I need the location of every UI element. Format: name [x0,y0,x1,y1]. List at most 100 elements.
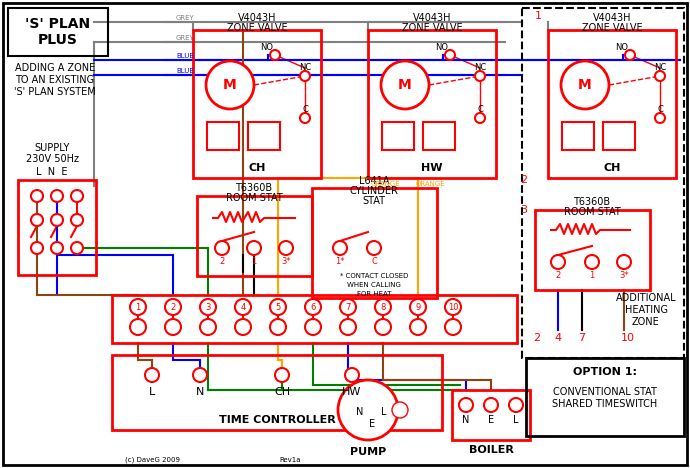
Bar [207,122,239,150]
Text: 8: 8 [380,302,386,312]
Circle shape [625,50,635,60]
Text: HW: HW [342,387,362,397]
Text: BOILER: BOILER [469,445,513,455]
Circle shape [200,299,216,315]
Text: ORANGE: ORANGE [415,181,445,187]
Text: 2: 2 [555,271,560,280]
Circle shape [275,368,289,382]
Circle shape [617,255,631,269]
Text: L: L [513,415,519,425]
Circle shape [235,299,251,315]
Bar [603,122,635,150]
Text: 6: 6 [310,302,316,312]
Circle shape [484,398,498,412]
Text: L: L [149,387,155,397]
Circle shape [561,61,609,109]
Text: SUPPLY: SUPPLY [34,143,70,153]
Circle shape [200,319,216,335]
Text: T6360B: T6360B [235,183,273,193]
Circle shape [381,61,429,109]
Text: CH: CH [274,387,290,397]
Circle shape [31,190,43,202]
Circle shape [247,241,261,255]
Circle shape [193,368,207,382]
Circle shape [509,398,523,412]
Text: T6360B: T6360B [573,197,611,207]
Text: BLUE: BLUE [176,68,194,74]
Circle shape [333,241,347,255]
Bar [18,180,96,275]
Text: CH: CH [603,163,621,173]
Text: L: L [382,407,387,417]
Text: NC: NC [654,64,666,73]
Text: 'S' PLAN SYSTEM: 'S' PLAN SYSTEM [14,87,96,97]
Text: N: N [196,387,204,397]
Text: OPTION 1:: OPTION 1: [573,367,637,377]
Text: 3*: 3* [282,257,290,266]
Bar [368,30,496,178]
Text: NC: NC [474,64,486,73]
Bar [197,196,312,276]
Circle shape [445,50,455,60]
Text: CYLINDER: CYLINDER [350,186,398,196]
Circle shape [165,319,181,335]
Text: 2: 2 [533,333,540,343]
Text: 1: 1 [589,271,595,280]
Text: TIME CONTROLLER: TIME CONTROLLER [219,415,335,425]
Bar [112,355,442,430]
Circle shape [51,190,63,202]
Bar [8,8,108,56]
Circle shape [130,319,146,335]
Circle shape [71,214,83,226]
Circle shape [367,241,381,255]
Text: V4043H: V4043H [238,13,276,23]
Text: ZONE VALVE: ZONE VALVE [402,23,462,33]
Circle shape [51,214,63,226]
Text: 10: 10 [621,333,635,343]
Text: WHEN CALLING: WHEN CALLING [347,282,401,288]
Text: C: C [657,105,663,115]
Text: ZONE VALVE: ZONE VALVE [227,23,287,33]
Text: HEATING: HEATING [624,305,667,315]
Text: GREY: GREY [176,15,195,21]
Text: V4043H: V4043H [413,13,451,23]
Text: HW: HW [422,163,443,173]
Circle shape [270,299,286,315]
Text: N: N [356,407,364,417]
Text: V4043H: V4043H [593,13,631,23]
Circle shape [300,71,310,81]
Circle shape [475,71,485,81]
Bar [562,122,594,150]
Circle shape [270,319,286,335]
Text: PLUS: PLUS [38,33,78,47]
Circle shape [410,319,426,335]
Text: ROOM STAT: ROOM STAT [564,207,620,217]
Bar [248,122,280,150]
Text: CH: CH [248,163,266,173]
Bar [548,30,676,178]
Circle shape [235,319,251,335]
Text: ROOM STAT: ROOM STAT [226,193,282,203]
Text: C: C [371,257,377,266]
Circle shape [445,319,461,335]
Text: 10: 10 [448,302,458,312]
Circle shape [300,113,310,123]
Text: N: N [462,415,470,425]
Circle shape [145,368,159,382]
Text: E: E [488,415,494,425]
Text: 3: 3 [206,302,210,312]
Circle shape [31,242,43,254]
Text: 1*: 1* [335,257,345,266]
Text: 'S' PLAN: 'S' PLAN [26,17,90,31]
Circle shape [475,113,485,123]
Circle shape [655,113,665,123]
Text: 1: 1 [251,257,257,266]
Text: 1: 1 [535,11,542,21]
Text: PUMP: PUMP [350,447,386,457]
Text: ADDING A ZONE: ADDING A ZONE [15,63,95,73]
Circle shape [392,402,408,418]
Text: L  N  E: L N E [37,167,68,177]
Text: ADDITIONAL: ADDITIONAL [615,293,676,303]
Text: BLUE: BLUE [176,53,194,59]
Text: NO: NO [435,44,448,52]
